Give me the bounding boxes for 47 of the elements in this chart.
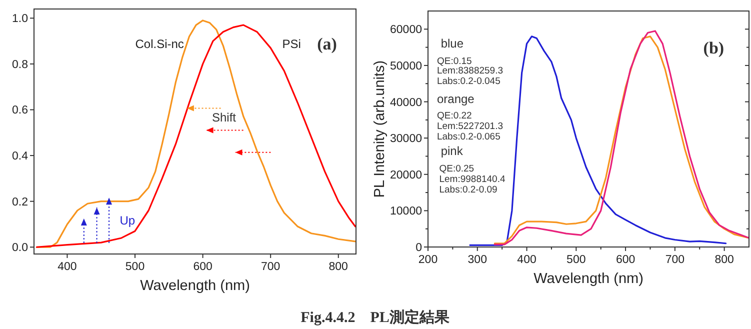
x-tick-label: 700 xyxy=(665,254,685,266)
x-tick-label: 300 xyxy=(468,254,487,266)
annotation: (b) xyxy=(703,38,724,58)
annotation: pink xyxy=(440,144,464,158)
annotation: QE:0.15 xyxy=(436,56,472,68)
annotation: Lem:8388259.3 xyxy=(436,66,504,77)
y-tick-label: 20000 xyxy=(390,169,422,182)
y-tick-label: 0.8 xyxy=(12,58,28,71)
annotation: orange xyxy=(436,92,475,106)
annotation: Lem:5227201.3 xyxy=(436,121,504,132)
annotation: QE:0.25 xyxy=(439,163,474,174)
x-tick-label: 700 xyxy=(260,261,280,273)
annotation: Labs:0.2-0.045 xyxy=(436,76,500,88)
y-axis-title: PL Intenity (arb.units) xyxy=(372,60,388,198)
y-tick-label: 40000 xyxy=(390,96,422,109)
annotation: Labs:0.2-0.09 xyxy=(439,184,498,196)
annotation: Labs:0.2-0.065 xyxy=(436,132,500,143)
x-tick-label: 800 xyxy=(328,261,348,273)
annotation: Shift xyxy=(212,110,237,125)
x-axis-title: Wavelength (nm) xyxy=(534,271,644,287)
x-tick-label: 400 xyxy=(58,261,77,273)
x-tick-label: 800 xyxy=(714,254,734,266)
y-tick-label: 0.6 xyxy=(12,104,28,117)
y-tick-label: 60000 xyxy=(390,24,422,36)
y-tick-label: 0 xyxy=(416,242,422,254)
x-tick-label: 600 xyxy=(616,254,636,266)
y-tick-label: 30000 xyxy=(390,133,422,146)
x-tick-label: 500 xyxy=(566,254,586,266)
x-tick-label: 200 xyxy=(418,254,438,266)
x-axis-title: Wavelength (nm) xyxy=(140,278,250,294)
x-tick-label: 400 xyxy=(517,254,536,266)
y-tick-label: 10000 xyxy=(390,206,422,218)
annotation: (a) xyxy=(317,34,337,54)
series-label: Col.Si-nc xyxy=(135,37,184,52)
annotation: blue xyxy=(440,36,464,51)
y-tick-label: 0.4 xyxy=(12,150,29,163)
x-tick-label: 500 xyxy=(125,261,145,273)
caption: Fig.4.4.2 PL測定結果 xyxy=(300,308,450,326)
y-tick-label: 0.0 xyxy=(12,242,28,254)
annotation: Lem:9988140.4 xyxy=(439,174,506,186)
annotation: Up xyxy=(120,214,136,228)
y-tick-label: 0.2 xyxy=(12,196,28,208)
series-label: PSi xyxy=(282,37,301,52)
y-tick-label: 50000 xyxy=(390,60,422,72)
annotation: QE:0.22 xyxy=(436,110,472,122)
y-tick-label: 1.0 xyxy=(12,13,28,26)
x-tick-label: 600 xyxy=(193,261,212,273)
